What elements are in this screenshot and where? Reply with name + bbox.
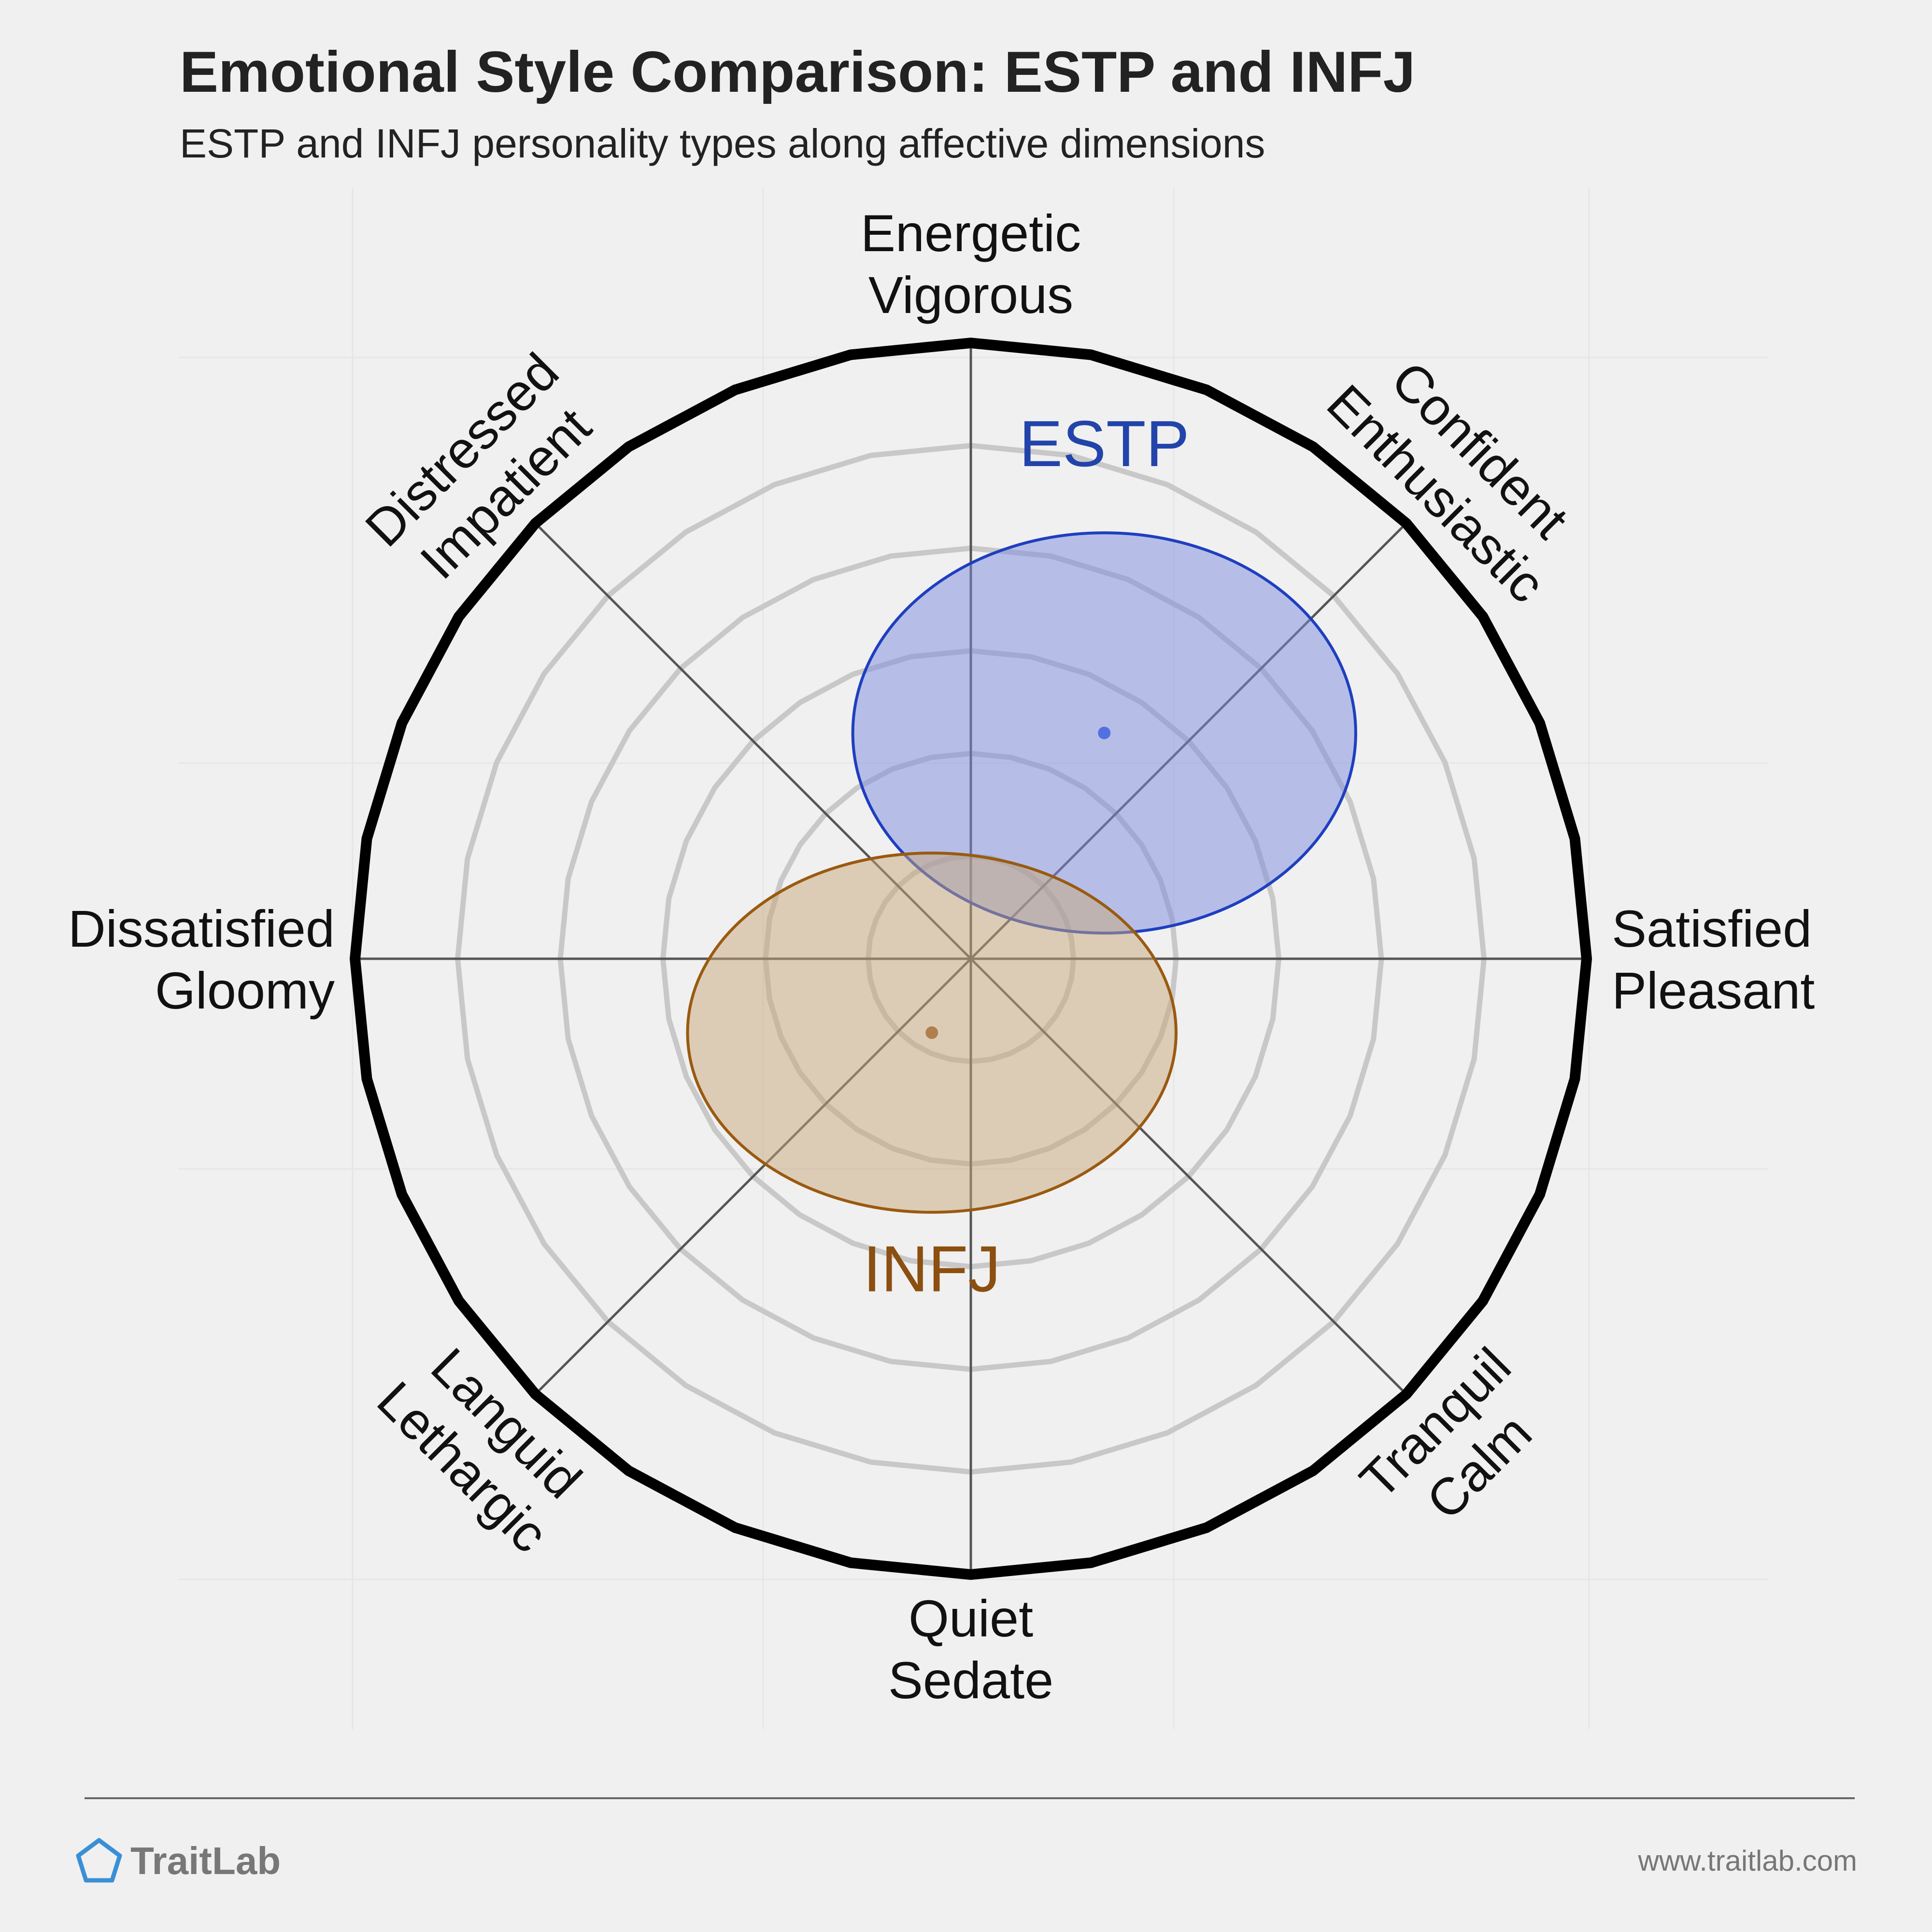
- axis-label-text: Satisfied: [1612, 899, 1812, 958]
- chart-subtitle: ESTP and INFJ personality types along af…: [180, 121, 1265, 166]
- traitlab-logo-icon: [76, 1838, 122, 1883]
- axis-label-text: Sedate: [888, 1651, 1053, 1709]
- axis-label-text: Pleasant: [1612, 961, 1815, 1020]
- estp-center-point: [1098, 726, 1111, 739]
- axis-label-text: Energetic: [861, 204, 1081, 262]
- chart-title: Emotional Style Comparison: ESTP and INF…: [180, 40, 1415, 104]
- axis-label-text: Vigorous: [868, 266, 1073, 324]
- infj-center-point: [925, 1026, 938, 1039]
- footer-brand: TraitLab: [130, 1839, 281, 1882]
- outer-ring: [349, 337, 1592, 1580]
- axis-label-text: Gloomy: [155, 961, 335, 1020]
- footer-url[interactable]: www.traitlab.com: [1638, 1845, 1857, 1877]
- series-layer: ESTP INFJ: [686, 407, 1357, 1306]
- footer-url-link[interactable]: www.traitlab.com: [1638, 1845, 1857, 1877]
- axis-label-text: Dissatisfied: [68, 899, 335, 958]
- outer-ring-polygon: [349, 337, 1592, 1580]
- axis-label-text: Quiet: [909, 1589, 1033, 1648]
- estp-label: ESTP: [1019, 407, 1190, 480]
- infj-label: INFJ: [863, 1233, 1001, 1306]
